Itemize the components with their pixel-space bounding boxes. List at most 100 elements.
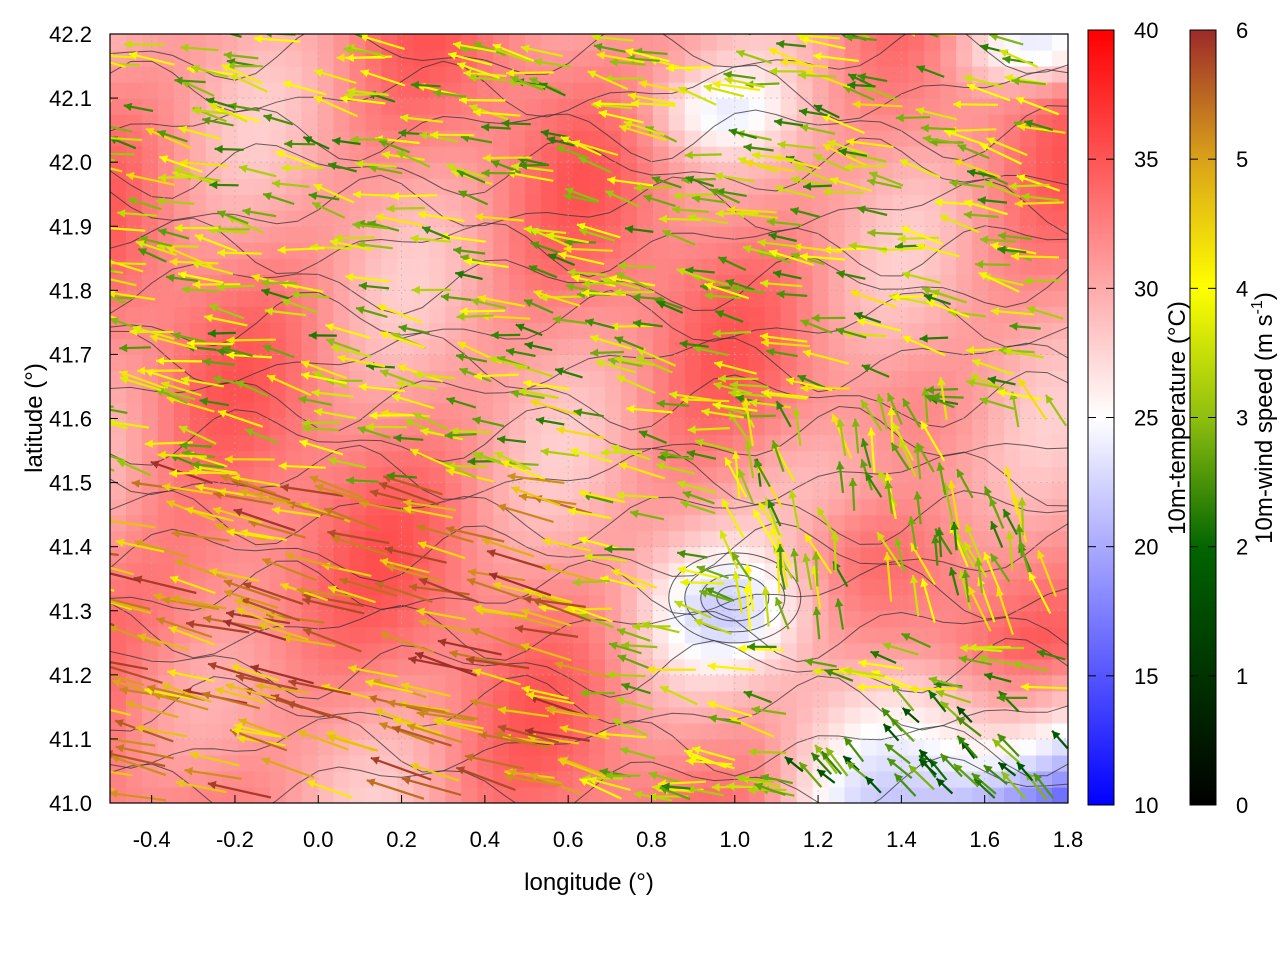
wind-vector-head xyxy=(609,58,618,67)
temperature-cell xyxy=(652,242,670,259)
temperature-cell xyxy=(652,658,670,676)
wind-vector-head xyxy=(314,483,324,493)
temperature-cell xyxy=(413,354,430,371)
wind-vector-head xyxy=(617,654,627,663)
temperature-cell xyxy=(605,722,622,740)
temperature-cell xyxy=(141,546,159,564)
wind-vector-head xyxy=(867,177,876,187)
wind-vector xyxy=(563,247,614,252)
temperature-cell xyxy=(956,674,973,692)
temperature-cell xyxy=(110,642,127,660)
temperature-cell xyxy=(1052,466,1068,484)
temperature-cell xyxy=(445,738,462,756)
temperature-cell xyxy=(972,50,989,67)
wind-vector xyxy=(638,81,687,94)
temperature-cell xyxy=(525,386,542,404)
temperature-cell xyxy=(876,146,893,163)
temperature-cell xyxy=(1004,194,1021,211)
wind-vector-head xyxy=(685,757,694,766)
temperature-cell xyxy=(1020,258,1037,275)
wind-vector-head xyxy=(990,241,999,251)
wind-vector xyxy=(110,61,126,68)
temperature-cell xyxy=(477,610,494,628)
temperature-cell xyxy=(157,114,175,131)
temperature-cell xyxy=(988,114,1005,131)
temperature-cell xyxy=(812,434,830,452)
wind-vector-head xyxy=(856,682,865,692)
temperature-cell xyxy=(860,787,877,803)
temperature-cell xyxy=(1052,354,1068,371)
temperature-cell xyxy=(668,514,686,532)
wind-vector-head xyxy=(891,292,900,302)
wind-vector xyxy=(229,728,288,752)
temperature-cell xyxy=(126,274,143,291)
wind-vector-head xyxy=(900,226,910,235)
wind-vector-head xyxy=(627,92,637,101)
temperature-cell xyxy=(1052,498,1068,516)
wind-vector xyxy=(379,559,430,574)
temperature-cell xyxy=(205,642,223,660)
temperature-cell xyxy=(940,787,957,803)
wind-vector-head xyxy=(511,162,520,171)
temperature-cell xyxy=(780,514,798,532)
temperature-cell xyxy=(668,290,686,307)
wind-vector-head xyxy=(119,370,129,379)
wind-vector-head xyxy=(209,180,218,190)
wind-vector-head xyxy=(449,649,458,659)
wind-vector-head xyxy=(532,597,542,606)
temperature-cell xyxy=(205,738,223,756)
temperature-cell xyxy=(732,722,750,740)
temperature-cell xyxy=(126,402,143,420)
temperature-cell xyxy=(221,370,239,387)
temperature-cell xyxy=(365,530,383,548)
wind-vector-head xyxy=(770,527,779,536)
wind-vector-head xyxy=(545,705,554,714)
temperature-cell xyxy=(1052,66,1068,83)
temperature-cell xyxy=(381,338,398,355)
wind-vector-head xyxy=(112,678,122,688)
wind-vector-head xyxy=(325,323,335,332)
wind-vector xyxy=(327,586,376,604)
wind-vector-head xyxy=(761,586,771,595)
wind-vector xyxy=(728,716,775,738)
wind-vector-head xyxy=(391,191,399,201)
wind-vector xyxy=(161,683,212,703)
wind-vector-head xyxy=(729,380,738,390)
temperature-cell xyxy=(317,226,335,243)
wind-vector-head xyxy=(386,563,395,572)
temperature-cell xyxy=(732,98,750,115)
wind-vector-head xyxy=(856,317,866,327)
temperature-cell xyxy=(652,418,670,436)
temperature-cell xyxy=(1020,418,1037,436)
temperature-cell xyxy=(221,130,239,147)
wind-vector xyxy=(578,490,626,504)
wind-vector-head xyxy=(506,347,515,357)
temperature-cell xyxy=(285,98,303,115)
wind-vector-head xyxy=(821,114,831,123)
temperature-cell xyxy=(908,34,925,51)
wind-vector-head xyxy=(799,762,808,771)
temperature-cell xyxy=(828,674,846,692)
temperature-cell xyxy=(828,722,846,740)
temperature-cell xyxy=(269,642,287,660)
temperature-cell xyxy=(573,34,590,51)
temperature-cell xyxy=(365,562,383,580)
wind-vector-head xyxy=(1024,119,1034,128)
wind-vector-head xyxy=(790,175,800,185)
temperature-cell xyxy=(828,706,846,724)
wind-vector-head xyxy=(703,83,713,93)
wind-vector xyxy=(207,782,272,799)
temperature-cell xyxy=(700,114,718,131)
temperature-cell xyxy=(812,402,830,420)
temperature-cell xyxy=(796,722,814,740)
temperature-cell xyxy=(1004,130,1021,147)
wind-vector-head xyxy=(523,379,532,388)
temperature-cell xyxy=(141,274,159,291)
temperature-cell xyxy=(445,338,462,355)
wind-vector-head xyxy=(901,633,911,641)
wind-vector-head xyxy=(135,724,144,734)
wind-vector-head xyxy=(132,325,142,334)
wind-vector-head xyxy=(685,266,694,275)
temperature-cell xyxy=(924,98,941,115)
wind-vector-head xyxy=(501,460,511,469)
